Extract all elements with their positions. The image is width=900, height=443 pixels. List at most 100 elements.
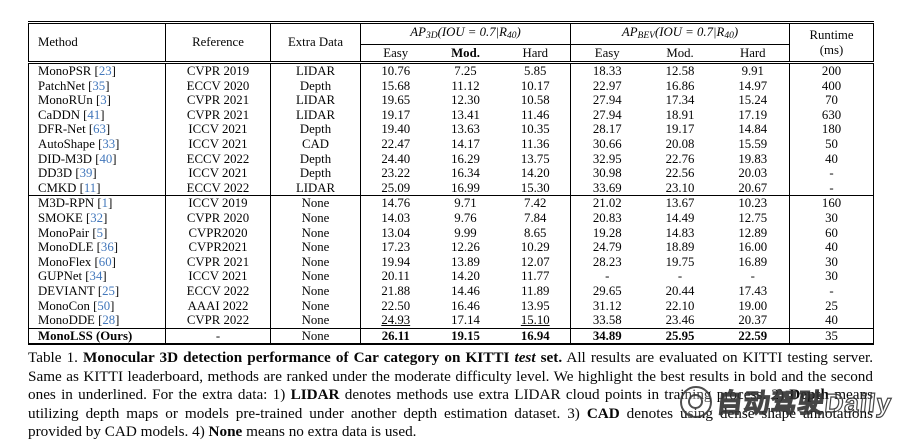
- apbev-hard-cell: -: [716, 269, 791, 284]
- table-group-no-extra-data: M3D-RPN [1] ICCV 2019 None 14.76 9.71 7.42 21.…: [28, 195, 874, 329]
- extra-data-cell: None: [270, 254, 361, 270]
- citation-link[interactable]: 40: [99, 151, 113, 166]
- reference-cell: CVPR 2021: [165, 107, 271, 123]
- reference-cell: CVPR 2021: [165, 93, 271, 108]
- method-name: CMKD: [38, 180, 77, 195]
- apbev-easy-cell: 27.94: [592, 93, 622, 108]
- extra-data-cell: None: [270, 283, 361, 299]
- col-header-runtime: Runtime (ms): [789, 22, 874, 64]
- apbev-mod-cell: 25.95: [643, 327, 717, 345]
- method-name: DEVIANT: [38, 283, 95, 298]
- ap3d-easy-cell: 25.09: [381, 180, 411, 195]
- ap3d-mod-cell: 9.71: [430, 195, 501, 211]
- table-row: MonoFlex [60] CVPR 2021 None 19.94 13.89 12.0…: [28, 254, 874, 270]
- citation-link[interactable]: 32: [90, 210, 104, 225]
- runtime-cell: 50: [825, 136, 838, 151]
- table-row: GUPNet [34] ICCV 2021 None 20.11 14.20 11.77 -…: [28, 269, 874, 284]
- ap3d-mod-cell: 14.46: [451, 283, 480, 298]
- apbev-easy-cell: 30.66: [592, 136, 622, 151]
- runtime-label: Runtime: [809, 27, 854, 42]
- caption-segment: denotes methods use extra LIDAR cloud po…: [339, 386, 790, 404]
- apbev-mod-cell: 23.10: [665, 180, 695, 195]
- reference-cell: ECCV 2020: [165, 78, 271, 94]
- ap3d-easy-cell: 14.03: [381, 210, 411, 225]
- citation-link[interactable]: 34: [89, 269, 103, 284]
- method-name: MonoLSS (Ours): [38, 328, 133, 343]
- table-row: MonoRUn [3] CVPR 2021 LIDAR 19.65 12.30 10.58…: [28, 93, 874, 108]
- runtime-cell: 25: [825, 298, 838, 313]
- ap3d-mod-cell: 17.14: [451, 313, 480, 328]
- ap3d-mod-cell: 13.89: [451, 254, 480, 269]
- method-cell: M3D-RPN [1]: [28, 195, 166, 211]
- citation-link[interactable]: 41: [87, 107, 101, 122]
- method-name: PatchNet: [38, 78, 85, 93]
- results-table: Method Reference Extra Data AP3D(IOU = 0…: [28, 21, 875, 346]
- apbev-mod-cell: 12.58: [665, 64, 695, 78]
- reference-cell: ICCV 2021: [165, 166, 271, 181]
- method-name: SMOKE: [38, 210, 83, 225]
- citation-link[interactable]: 33: [102, 136, 116, 151]
- extra-data-cell: None: [270, 313, 361, 329]
- ap3d-easy-cell: 13.04: [381, 225, 411, 240]
- citation-link[interactable]: 11: [83, 180, 97, 195]
- metric-label: AP3D(IOU = 0.7|R40): [410, 25, 521, 41]
- apbev-hard-cell: 20.03: [716, 166, 791, 181]
- reference-cell: ECCV 2022: [165, 151, 271, 167]
- citation-link[interactable]: 3: [100, 93, 107, 108]
- apbev-hard-cell: 19.00: [716, 298, 791, 314]
- extra-data-cell: CAD: [270, 136, 361, 152]
- apbev-easy-cell: 29.65: [592, 283, 622, 298]
- ap3d-hard-cell: 15.30: [500, 180, 571, 196]
- subheader-ap3d-easy: Easy: [360, 44, 431, 64]
- ap3d-hard-cell: 10.58: [500, 93, 571, 108]
- runtime-cell: 160: [789, 195, 874, 211]
- apbev-hard-cell: 20.37: [716, 313, 791, 329]
- apbev-mod-cell: 22.76: [665, 151, 695, 166]
- extra-data-cell: LIDAR: [270, 180, 361, 196]
- citation-link[interactable]: 39: [79, 166, 93, 181]
- method-name: CaDDN: [38, 107, 80, 122]
- reference-cell: ECCV 2022: [165, 283, 271, 299]
- runtime-cell: 35: [789, 327, 874, 345]
- method-name: MonoPair: [38, 225, 90, 240]
- citation-link[interactable]: 28: [102, 313, 116, 328]
- ap3d-mod-cell: 16.29: [451, 151, 480, 166]
- apbev-mod-cell: 22.56: [665, 166, 695, 181]
- citation-link[interactable]: 63: [93, 122, 106, 137]
- caption-segment: All results are evaluated on KITTI testi…: [28, 349, 874, 404]
- method-cell: DD3D [39]: [28, 166, 166, 181]
- subheader-ap3d-hard: Hard: [500, 44, 571, 64]
- apbev-mod-cell: 13.67: [643, 195, 717, 211]
- citation-link[interactable]: 35: [92, 78, 106, 93]
- table-row: DD3D [39] ICCV 2021 Depth 23.22 16.34 14.20 30…: [28, 166, 874, 181]
- ap3d-hard-cell: 8.65: [500, 225, 571, 241]
- reference-cell: ECCV 2022: [165, 180, 271, 196]
- method-name: GUPNet: [38, 269, 83, 284]
- citation-link[interactable]: 50: [97, 298, 111, 313]
- apbev-hard-cell: 15.59: [716, 136, 791, 152]
- method-name: DFR-Net: [38, 122, 86, 137]
- caption-segment: Monocular 3D detection performance of Ca…: [83, 349, 515, 366]
- ap3d-easy-cell: 24.40: [381, 151, 411, 166]
- citation-link[interactable]: 60: [98, 254, 112, 269]
- ap3d-mod-cell: 14.20: [451, 269, 480, 284]
- runtime-cell: 40: [825, 313, 838, 328]
- apbev-easy-cell: 24.79: [592, 240, 622, 255]
- citation-link[interactable]: 23: [98, 64, 112, 78]
- apbev-easy-cell: 31.12: [592, 298, 622, 313]
- citation-link[interactable]: 5: [96, 225, 104, 240]
- citation-link[interactable]: 1: [101, 196, 109, 211]
- ap3d-mod-cell: 14.17: [451, 136, 480, 151]
- apbev-mod-cell: 14.49: [665, 210, 695, 225]
- subheader-apbev-hard: Hard: [716, 44, 791, 64]
- extra-data-cell: None: [270, 327, 361, 345]
- extra-data-cell: None: [270, 269, 361, 284]
- ap3d-hard-cell: 7.42: [500, 195, 571, 211]
- citation-link[interactable]: 25: [102, 283, 115, 298]
- citation-link[interactable]: 36: [100, 240, 114, 255]
- caption-segment: Depth: [789, 386, 829, 404]
- ap3d-hard-cell: 10.35: [500, 122, 571, 137]
- apbev-easy-cell: 34.89: [570, 327, 644, 345]
- apbev-mod-cell: 20.44: [665, 283, 695, 298]
- apbev-hard-cell: 22.59: [716, 327, 791, 345]
